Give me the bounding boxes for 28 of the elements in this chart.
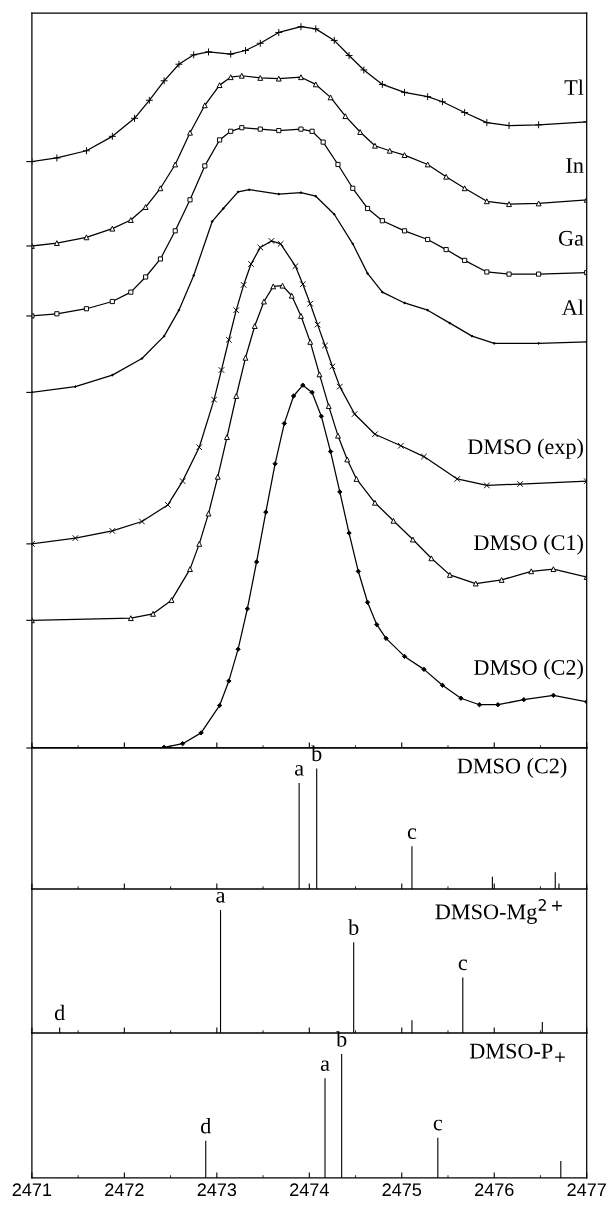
x-tick-label: 2471 xyxy=(12,1183,52,1196)
x-tick-label: 2475 xyxy=(382,1183,422,1197)
annotation: b xyxy=(311,745,322,762)
x-tick-label: 2473 xyxy=(197,1183,237,1197)
annotation: c xyxy=(407,828,417,840)
annotation: a xyxy=(216,891,226,903)
chart-title: DMSO-Mg$^{2+}$ xyxy=(435,899,562,924)
annotation: d xyxy=(200,1117,212,1134)
annotation: c xyxy=(458,959,468,971)
x-tick-label: 2474 xyxy=(290,1183,329,1196)
series-label: DMSO (exp) xyxy=(467,438,583,459)
chart-title: DMSO-P$_{+}$ xyxy=(469,1043,565,1063)
annotation: a xyxy=(294,765,304,776)
annotation: c xyxy=(433,1119,443,1131)
series-label: DMSO (C1) xyxy=(474,534,583,555)
annotation: b xyxy=(336,1031,347,1047)
x-tick-label: 2472 xyxy=(105,1183,144,1196)
chart-title: DMSO (C2) xyxy=(457,757,567,779)
x-tick-label: 2477 xyxy=(567,1183,606,1196)
series-label: In xyxy=(566,158,584,173)
series-label: Tl xyxy=(564,79,584,95)
annotation: b xyxy=(348,919,359,935)
x-tick-label: 2476 xyxy=(475,1183,514,1197)
series-label: DMSO (C2) xyxy=(474,659,583,680)
series-label: Ga xyxy=(558,230,584,246)
series-label: Al xyxy=(561,299,584,315)
annotation: a xyxy=(320,1060,330,1072)
annotation: d xyxy=(54,1004,65,1021)
